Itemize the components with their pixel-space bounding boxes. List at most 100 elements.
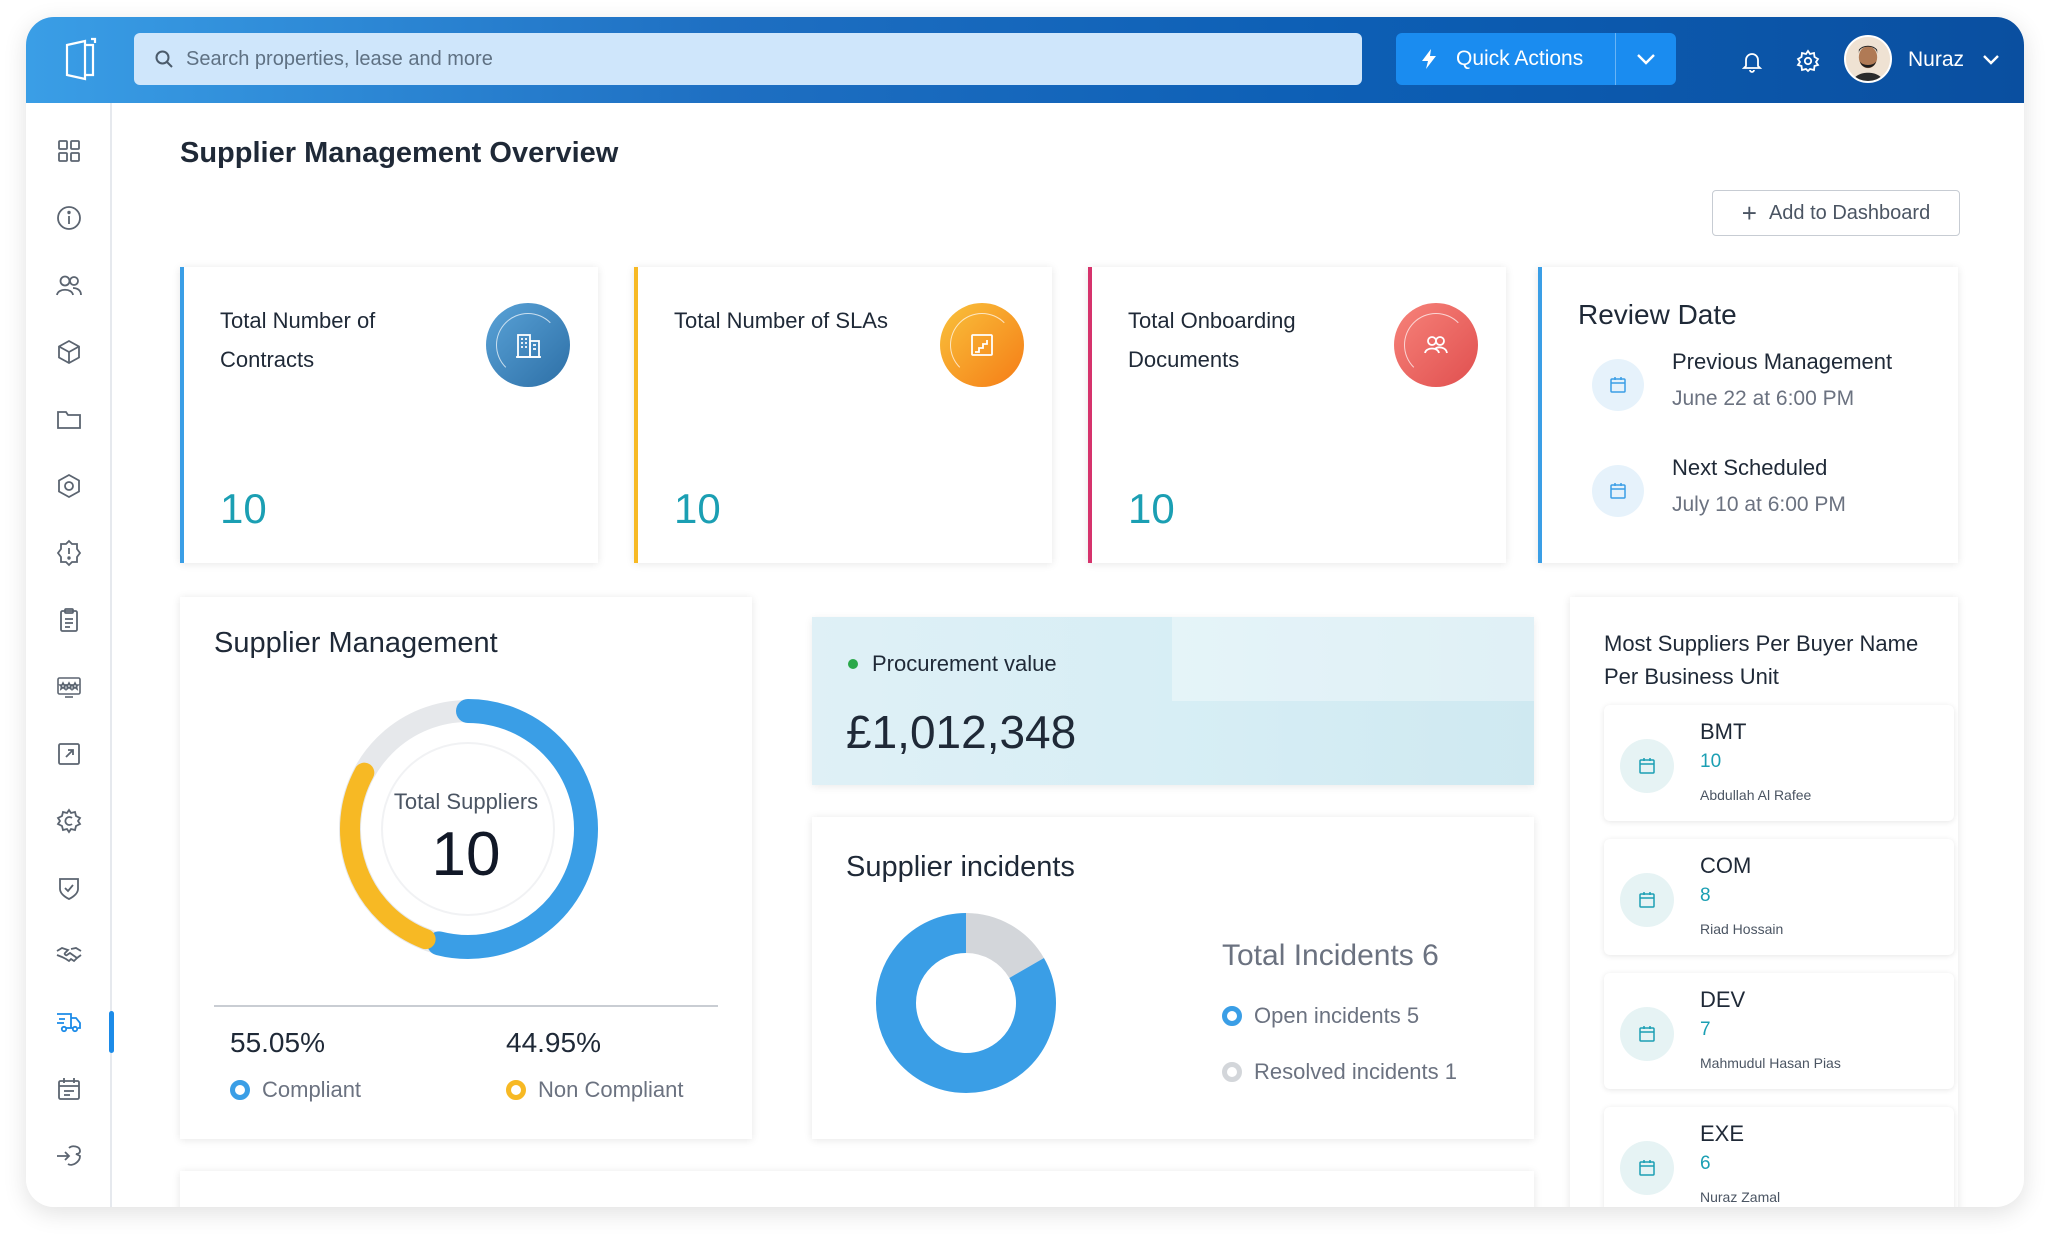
app-window: Quick Actions Nuraz <box>26 17 2024 1207</box>
non-compliant-percentage: 44.95% <box>506 1027 601 1058</box>
search-bar[interactable] <box>134 33 1362 85</box>
add-to-dashboard-button[interactable]: + Add to Dashboard <box>1712 190 1960 236</box>
legend-label: Compliant <box>262 1077 362 1102</box>
sidebar-item-people[interactable] <box>43 259 95 311</box>
compliance-donut-chart <box>339 699 598 959</box>
calendar-icon <box>1592 465 1644 517</box>
review-date-title: Review Date <box>1578 299 1737 330</box>
sidebar-item-reports[interactable] <box>43 728 95 780</box>
quick-actions-label: Quick Actions <box>1456 47 1584 70</box>
review-row-name: Next Scheduled <box>1672 455 1828 480</box>
user-name[interactable]: Nuraz <box>1908 48 1965 71</box>
buyer-card-exe[interactable]: EXE 6 Nuraz Zamal <box>1604 1107 1954 1207</box>
legend-label: Resolved incidents 1 <box>1254 1059 1458 1084</box>
supplier-incidents-card: Supplier incidents Total Incidents 6 Ope… <box>812 817 1534 1139</box>
sidebar-item-suppliers[interactable] <box>43 996 95 1048</box>
legend-dot <box>230 1080 250 1100</box>
sidebar-item-documents[interactable] <box>43 393 95 445</box>
gear-icon[interactable] <box>1794 47 1822 75</box>
stat-label: Total Onboarding Documents <box>1128 308 1296 372</box>
buyer-name: Nuraz Zamal <box>1700 1189 1781 1205</box>
logo-icon[interactable] <box>48 31 114 89</box>
next-card-partial <box>180 1171 1534 1207</box>
cube-icon <box>58 339 80 365</box>
stat-card-contracts[interactable]: Total Number of Contracts 10 <box>180 267 598 563</box>
sidebar-item-assets[interactable] <box>43 326 95 378</box>
resolved-incidents-slice[interactable] <box>965 913 1044 979</box>
review-row-name: Previous Management <box>1672 349 1893 374</box>
top-bar: Quick Actions Nuraz <box>26 17 2024 103</box>
sidebar-item-alerts[interactable] <box>43 527 95 579</box>
logout-icon <box>57 1145 81 1166</box>
building-icon <box>486 303 570 387</box>
settings-cog-icon <box>56 808 82 834</box>
review-row-previous[interactable]: Previous Management June 22 at 6:00 PM <box>1578 349 1948 429</box>
users-icon <box>1394 303 1478 387</box>
buyer-unit-code: BMT <box>1700 719 1747 744</box>
procurement-label: Procurement value <box>848 651 1057 677</box>
donut-center-label: Total Suppliers <box>393 789 539 814</box>
sidebar-item-compliance[interactable] <box>43 862 95 914</box>
card-decoration <box>1172 617 1534 701</box>
search-input[interactable] <box>186 47 1286 71</box>
sidebar-item-ratings[interactable] <box>43 661 95 713</box>
clipboard-icon <box>60 608 78 632</box>
sidebar-item-services[interactable] <box>43 795 95 847</box>
stat-value: 10 <box>220 485 267 532</box>
stat-card-slas[interactable]: Total Number of SLAs 10 <box>634 267 1052 563</box>
legend-compliant[interactable]: Compliant <box>230 1077 361 1103</box>
calendar-icon <box>1620 873 1674 927</box>
users-icon <box>56 275 82 296</box>
calendar-icon <box>58 1078 80 1100</box>
compliant-arc[interactable] <box>427 699 598 959</box>
sidebar-item-maintenance[interactable] <box>43 460 95 512</box>
sidebar-item-tasks[interactable] <box>43 594 95 646</box>
review-row-date: July 10 at 6:00 PM <box>1672 493 1846 516</box>
sidebar-item-dashboard[interactable] <box>43 125 95 177</box>
sidebar <box>26 103 114 1207</box>
review-date-card: Review Date Previous Management June 22 … <box>1538 267 1958 563</box>
rating-icon <box>57 677 81 698</box>
user-menu-chevron-down-icon[interactable] <box>1981 53 2001 67</box>
buyer-supplier-count: 6 <box>1700 1153 1711 1174</box>
donut-center-value: 10 <box>431 820 501 889</box>
bolt-icon <box>1422 49 1436 69</box>
sidebar-item-info[interactable] <box>43 192 95 244</box>
bell-icon[interactable] <box>1738 47 1766 75</box>
buyer-supplier-count: 7 <box>1700 1019 1711 1040</box>
legend-open-incidents[interactable]: Open incidents 5 <box>1222 1003 1419 1029</box>
compliant-percentage: 55.05% <box>230 1027 325 1058</box>
buyer-card-bmt[interactable]: BMT 10 Abdullah Al Rafee <box>1604 705 1954 821</box>
buyer-supplier-count: 8 <box>1700 885 1711 906</box>
folder-icon <box>57 411 81 429</box>
calendar-icon <box>1592 359 1644 411</box>
stat-card-onboarding-documents[interactable]: Total Onboarding Documents 10 <box>1088 267 1506 563</box>
quick-actions-main[interactable]: Quick Actions <box>1396 33 1616 85</box>
sidebar-item-partners[interactable] <box>43 929 95 981</box>
sidebar-item-logout[interactable] <box>43 1130 95 1182</box>
hexagon-icon <box>58 473 80 499</box>
stat-value: 10 <box>674 485 721 532</box>
calendar-icon <box>1620 1141 1674 1195</box>
avatar[interactable] <box>1844 35 1892 83</box>
legend-resolved-incidents[interactable]: Resolved incidents 1 <box>1222 1059 1457 1085</box>
legend-dot <box>506 1080 526 1100</box>
info-icon <box>57 206 81 230</box>
sidebar-item-calendar[interactable] <box>43 1063 95 1115</box>
incidents-donut-chart <box>876 913 1056 1093</box>
open-incidents-slice[interactable] <box>876 913 1056 1093</box>
buyer-name: Mahmudul Hasan Pias <box>1700 1055 1841 1071</box>
chevron-down-icon <box>1637 54 1655 65</box>
buyer-card-dev[interactable]: DEV 7 Mahmudul Hasan Pias <box>1604 973 1954 1089</box>
review-row-next[interactable]: Next Scheduled July 10 at 6:00 PM <box>1578 455 1948 535</box>
stat-label: Total Number of SLAs <box>674 308 888 333</box>
legend-non-compliant[interactable]: Non Compliant <box>506 1077 684 1103</box>
legend-dot <box>1222 1062 1242 1082</box>
buyer-card-com[interactable]: COM 8 Riad Hossain <box>1604 839 1954 955</box>
quick-actions-button[interactable]: Quick Actions <box>1396 33 1676 85</box>
legend-dot <box>1222 1006 1242 1026</box>
quick-actions-dropdown[interactable] <box>1616 33 1676 85</box>
supplier-management-card: Supplier Management Total Suppliers 10 5… <box>180 597 752 1139</box>
non-compliant-arc[interactable] <box>340 762 436 950</box>
supplier-incidents-title: Supplier incidents <box>846 851 1075 883</box>
